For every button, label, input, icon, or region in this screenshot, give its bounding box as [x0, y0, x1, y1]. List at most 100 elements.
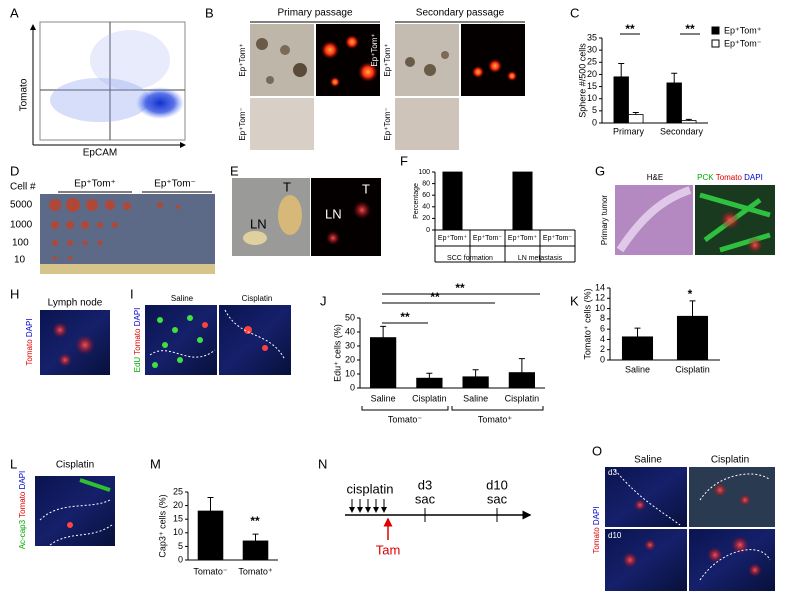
group-label: Tomato⁺ [478, 414, 513, 424]
significance: ** [685, 22, 695, 36]
ruler [40, 264, 215, 274]
day-label: d10 [486, 477, 508, 492]
sphere [424, 64, 436, 76]
x-tick-label: Primary [613, 126, 644, 136]
y-tick-label: 8 [600, 313, 605, 323]
legend-swatch [711, 26, 720, 35]
row-label: Primary tumor [600, 195, 609, 246]
stain-label: Tomato DAPI [25, 318, 34, 365]
lymph-node [243, 231, 267, 245]
photo [311, 178, 381, 256]
panel-letter: C [570, 5, 579, 20]
y-tick-label: 0 [178, 554, 183, 564]
error-bar [207, 496, 214, 512]
micrograph [250, 98, 314, 150]
bar [242, 540, 269, 561]
y-tick-label: 25 [173, 486, 183, 496]
bar [197, 510, 224, 561]
group-bracket [361, 406, 449, 411]
bar [508, 372, 535, 389]
label: LN [250, 216, 267, 231]
y-tick-label: 6 [600, 324, 605, 334]
y-tick-label: 40 [345, 326, 355, 336]
bar [370, 337, 397, 389]
y-tick-label: 35 [587, 32, 597, 42]
error-bar [380, 325, 387, 338]
sphere [358, 62, 378, 82]
panel-o: O Saline Cisplatin d3 d10 Tomato DAPI [592, 443, 775, 591]
group-label: SCC formation [447, 255, 493, 262]
tumors [49, 198, 180, 260]
texture [67, 522, 73, 528]
bar [676, 315, 709, 361]
column-label: Saline [634, 455, 662, 466]
y-tick-label: 10 [587, 93, 597, 103]
sphere [321, 41, 339, 59]
micrograph [689, 529, 775, 591]
bar [512, 171, 533, 231]
group-label: LN metastasis [518, 255, 563, 262]
texture [152, 315, 203, 368]
y-tick-label: 10 [345, 368, 355, 378]
texture [52, 322, 68, 338]
row-label: 10 [14, 255, 26, 266]
tumor [278, 195, 302, 235]
panel-n: N cisplatin Tam d3 sac d10 sac [318, 456, 532, 557]
micrograph [40, 310, 110, 375]
significance: ** [625, 22, 635, 36]
row-label: 5000 [10, 200, 33, 211]
panel-letter: J [320, 293, 327, 308]
error-bar [618, 63, 625, 77]
stain-label: Ac-cap3 Tomato DAPI [18, 471, 27, 550]
cell-population [50, 78, 150, 122]
column-label: H&E [647, 173, 663, 182]
y-tick-label: 5 [592, 105, 597, 115]
y-tick-label: 20 [345, 354, 355, 364]
panel-g: G H&E PCK Tomato DAPI Primary tumor [595, 163, 775, 255]
outline [149, 309, 286, 361]
column-label: Secondary passage [416, 8, 505, 19]
texture [622, 483, 762, 577]
dose-arrows [349, 499, 387, 513]
y-axis-label: Sphere #/500 cells [577, 43, 587, 118]
sphere [405, 57, 415, 67]
marker-label: Tam [376, 542, 401, 557]
panel-letter: E [230, 163, 239, 178]
column-label: Primary passage [277, 8, 352, 19]
tumor [353, 201, 371, 219]
y-tick-label: 5 [178, 541, 183, 551]
sphere [293, 63, 307, 77]
event-label: sac [487, 491, 508, 506]
x-tick-label: Saline [463, 393, 488, 403]
micrograph [395, 24, 459, 96]
y-axis-label: Cap3⁺ cells (%) [157, 494, 167, 557]
error-bar [426, 372, 433, 379]
panel-letter: B [205, 5, 214, 20]
row-label: Ep⁺Tom⁺ [370, 33, 379, 66]
panel-e: E LN T LN T [230, 163, 381, 256]
legend-label: Ep⁺Tom⁻ [724, 38, 762, 48]
bar [613, 76, 629, 124]
texture [79, 478, 111, 492]
error-bar [685, 118, 692, 121]
row-label: 1000 [10, 220, 33, 231]
x-tick-label: Tomato⁺ [238, 566, 273, 576]
cell-population [90, 30, 170, 90]
row-label: d10 [608, 531, 622, 540]
error-bar [634, 327, 641, 337]
row-label: Ep⁺Tom⁻ [238, 107, 247, 140]
panel-letter: K [570, 293, 579, 308]
sphere [266, 76, 274, 84]
panel-b: B Primary passage Secondary passage Ep⁺T… [205, 5, 525, 150]
panel-h: H Lymph node Tomato DAPI [10, 286, 110, 375]
y-tick-label: 15 [587, 81, 597, 91]
texture [202, 322, 268, 351]
flow-plot [39, 21, 186, 141]
y-tick-label: 14 [595, 282, 605, 292]
texture [747, 237, 763, 253]
panel-letter: L [10, 456, 17, 471]
drug-label: cisplatin [347, 481, 394, 496]
column-label: Saline [171, 294, 194, 303]
bar [442, 171, 463, 231]
